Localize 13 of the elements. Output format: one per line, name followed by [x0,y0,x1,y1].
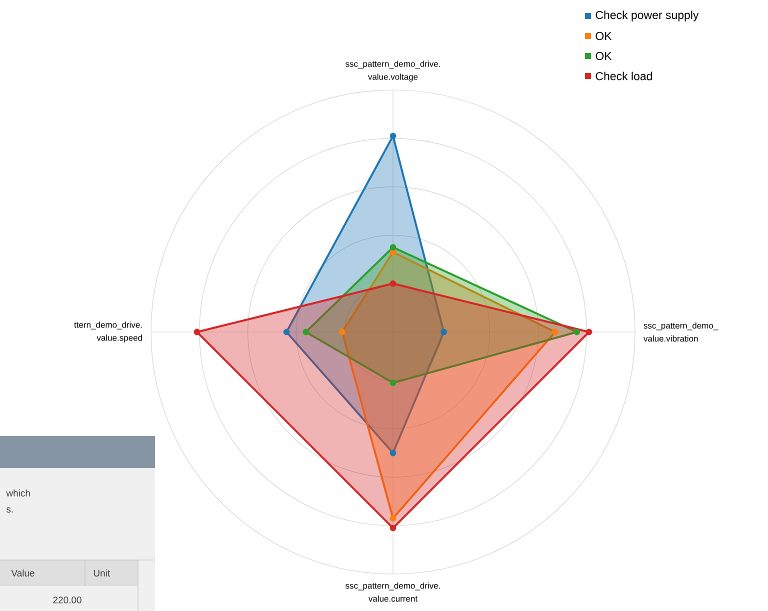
legend-label: OK [596,32,612,40]
spoke-label: ssc_pattern_demo_drive. value.current [346,582,440,602]
legend-label: OK [596,52,612,60]
text: s. [6,507,13,513]
text: Value [11,570,34,576]
spoke-label: ttern_demo_drive. value.speed [74,322,142,342]
text: which [6,490,30,496]
legend-label: Check load [596,72,652,80]
spoke-label: ssc_pattern_demo_ value.vibration [643,322,718,342]
legend-label: Check power supply [596,10,699,22]
text: 220.00 [53,596,82,604]
spoke-label: ssc_pattern_demo_drive. value.voltage [346,60,440,82]
text: Unit [94,570,110,576]
